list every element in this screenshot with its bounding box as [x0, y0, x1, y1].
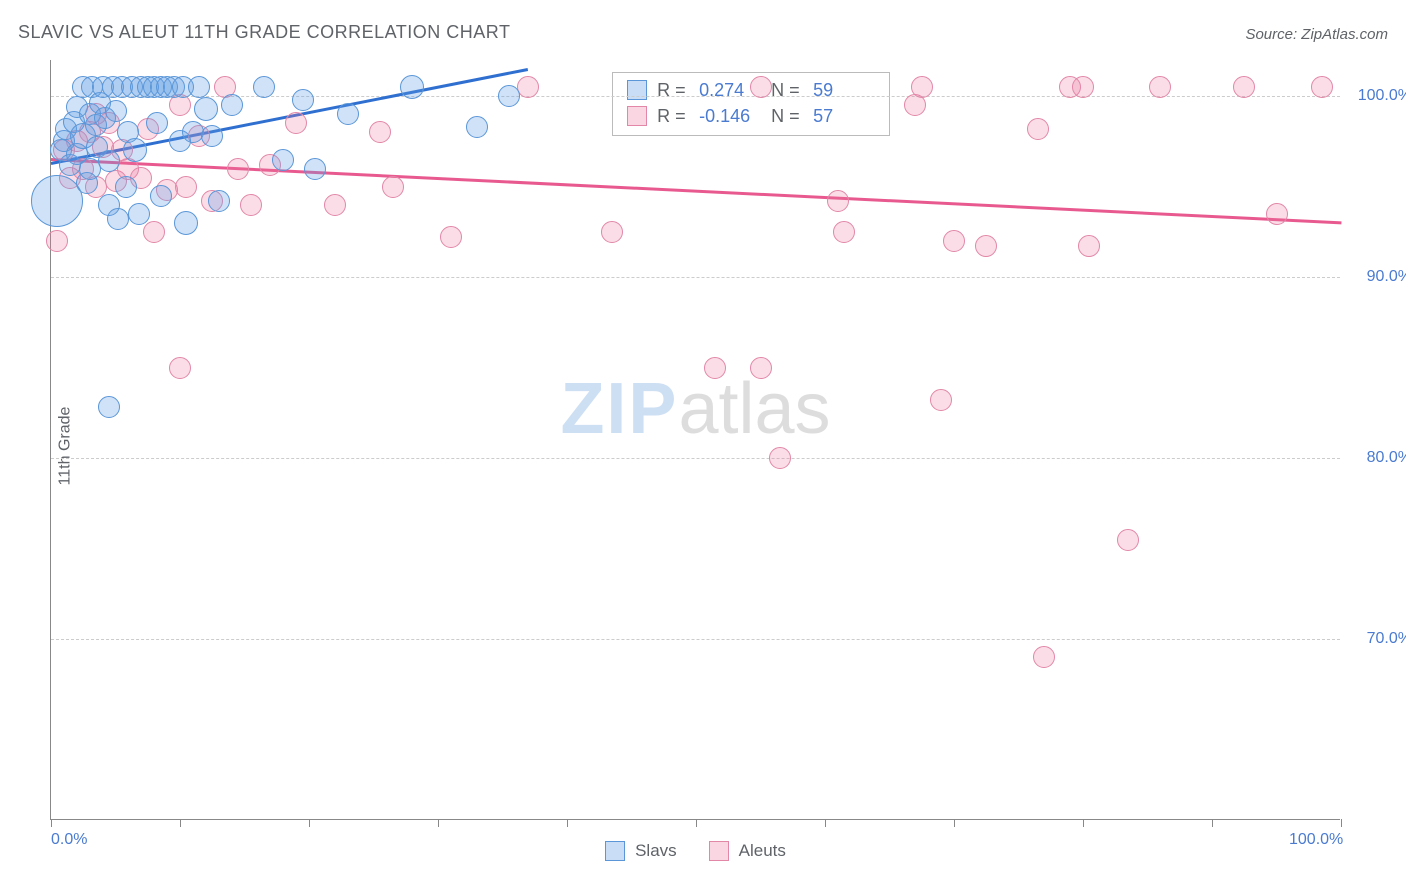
- data-point: [750, 76, 772, 98]
- data-point: [975, 235, 997, 257]
- source-label: Source: ZipAtlas.com: [1245, 26, 1388, 43]
- data-point: [911, 76, 933, 98]
- gridline: [51, 96, 1340, 97]
- data-point: [227, 158, 249, 180]
- data-point: [382, 176, 404, 198]
- data-point: [1027, 118, 1049, 140]
- legend-row: R = -0.146 N = 57: [627, 103, 875, 129]
- x-tick: [1212, 819, 1213, 827]
- y-tick-label: 90.0%: [1367, 268, 1406, 286]
- chart-title: SLAVIC VS ALEUT 11TH GRADE CORRELATION C…: [18, 22, 510, 43]
- data-point: [466, 116, 488, 138]
- y-tick-label: 70.0%: [1367, 630, 1406, 648]
- legend-swatch: [627, 106, 647, 126]
- legend-item: Aleuts: [709, 841, 786, 861]
- x-tick-label: 100.0%: [1289, 831, 1343, 849]
- legend-r-value: -0.146: [699, 106, 761, 127]
- data-point: [1078, 235, 1100, 257]
- data-point: [943, 230, 965, 252]
- data-point: [400, 75, 424, 99]
- data-point: [169, 357, 191, 379]
- data-point: [240, 194, 262, 216]
- x-tick: [954, 819, 955, 827]
- data-point: [704, 357, 726, 379]
- data-point: [769, 447, 791, 469]
- data-point: [498, 85, 520, 107]
- legend-n-value: 57: [813, 106, 875, 127]
- x-tick: [825, 819, 826, 827]
- legend-label: Slavs: [635, 841, 677, 861]
- data-point: [1233, 76, 1255, 98]
- data-point: [827, 190, 849, 212]
- legend-n-value: 59: [813, 80, 875, 101]
- data-point: [1311, 76, 1333, 98]
- data-point: [272, 149, 294, 171]
- data-point: [253, 76, 275, 98]
- data-point: [201, 125, 223, 147]
- data-point: [517, 76, 539, 98]
- data-point: [369, 121, 391, 143]
- data-point: [143, 221, 165, 243]
- data-point: [105, 100, 127, 122]
- data-point: [128, 203, 150, 225]
- legend-swatch: [605, 841, 625, 861]
- x-tick: [567, 819, 568, 827]
- x-tick: [438, 819, 439, 827]
- data-point: [188, 76, 210, 98]
- data-point: [750, 357, 772, 379]
- watermark: ZIPatlas: [560, 368, 830, 450]
- scatter-plot-area: ZIPatlas R =0.274N =59R =-0.146N =57 Sla…: [50, 60, 1340, 820]
- data-point: [1117, 529, 1139, 551]
- data-point: [146, 112, 168, 134]
- x-tick: [696, 819, 697, 827]
- x-tick: [180, 819, 181, 827]
- data-point: [115, 176, 137, 198]
- legend-n-label: N =: [771, 106, 803, 127]
- data-point: [833, 221, 855, 243]
- data-point: [107, 208, 129, 230]
- legend-n-label: N =: [771, 80, 803, 101]
- legend-label: Aleuts: [739, 841, 786, 861]
- data-point: [1266, 203, 1288, 225]
- y-tick-label: 80.0%: [1367, 449, 1406, 467]
- watermark-part2: atlas: [678, 369, 830, 449]
- data-point: [175, 176, 197, 198]
- data-point: [123, 138, 147, 162]
- data-point: [285, 112, 307, 134]
- data-point: [150, 185, 172, 207]
- data-point: [98, 396, 120, 418]
- watermark-part1: ZIP: [560, 369, 678, 449]
- data-point: [324, 194, 346, 216]
- data-point: [601, 221, 623, 243]
- data-point: [337, 103, 359, 125]
- data-point: [292, 89, 314, 111]
- data-point: [98, 150, 120, 172]
- data-point: [46, 230, 68, 252]
- data-point: [930, 389, 952, 411]
- legend-r-label: R =: [657, 80, 689, 101]
- x-tick: [309, 819, 310, 827]
- gridline: [51, 639, 1340, 640]
- series-legend: Slavs Aleuts: [51, 841, 1340, 861]
- data-point: [440, 226, 462, 248]
- data-point: [1072, 76, 1094, 98]
- x-tick: [51, 819, 52, 827]
- data-point: [1033, 646, 1055, 668]
- x-tick-label: 0.0%: [51, 831, 87, 849]
- data-point: [1149, 76, 1171, 98]
- gridline: [51, 458, 1340, 459]
- legend-r-label: R =: [657, 106, 689, 127]
- data-point: [304, 158, 326, 180]
- x-tick: [1083, 819, 1084, 827]
- y-tick-label: 100.0%: [1358, 87, 1406, 105]
- gridline: [51, 277, 1340, 278]
- x-tick: [1341, 819, 1342, 827]
- data-point: [174, 211, 198, 235]
- data-point: [221, 94, 243, 116]
- data-point: [208, 190, 230, 212]
- legend-swatch: [709, 841, 729, 861]
- legend-item: Slavs: [605, 841, 677, 861]
- data-point: [194, 97, 218, 121]
